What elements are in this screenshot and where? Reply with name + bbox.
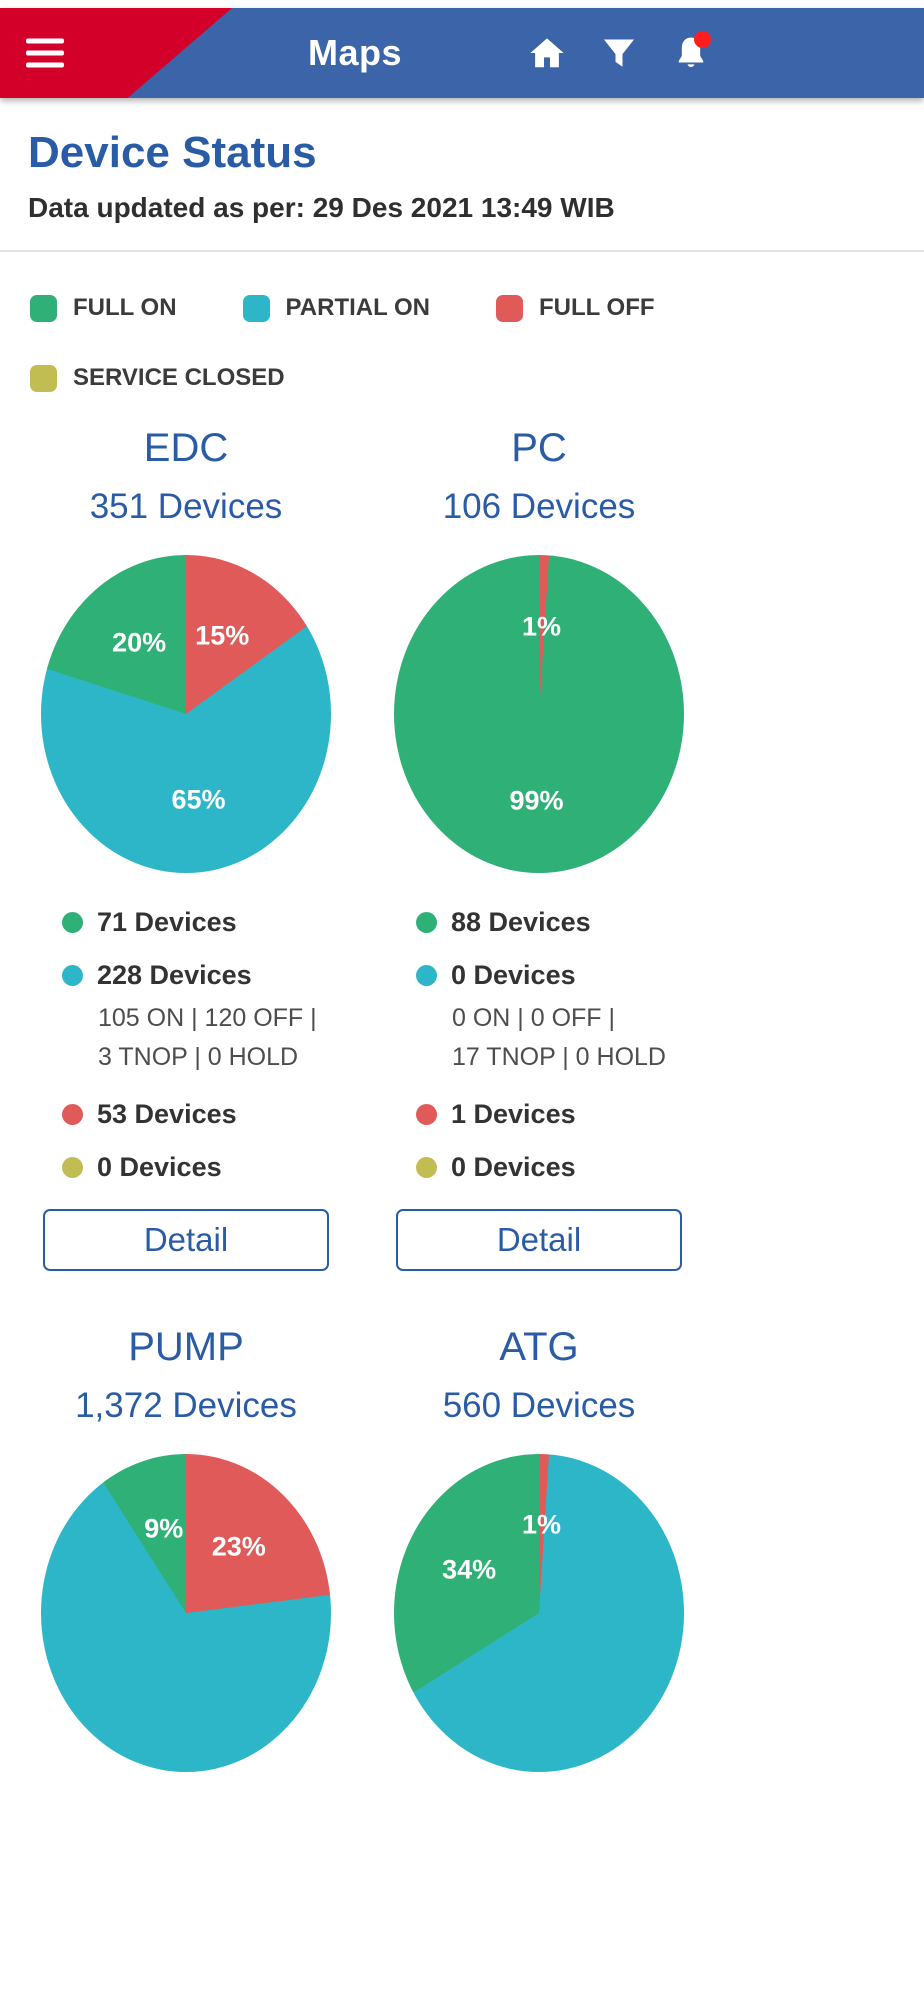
chart-device-count: 351 Devices (89, 487, 283, 526)
pie-chart-pc: 1% 99% (394, 555, 684, 873)
legend-label: SERVICE CLOSED (73, 364, 285, 391)
detail-button-edc[interactable]: Detail (43, 1208, 329, 1271)
page-title: Device Status (28, 128, 317, 177)
partial-on-detail: 105 ON | 120 OFF | 3 TNOP | 0 HOLD (98, 999, 332, 1077)
status-legend: FULL ON PARTIAL ON FULL OFF SERVICE CLOS… (0, 252, 924, 392)
partial-on-count: 228 Devices (97, 960, 252, 990)
partial-on-detail-line2: 3 TNOP | 0 HOLD (98, 1042, 299, 1071)
filter-icon[interactable] (600, 34, 638, 72)
pie-slice-label: 1% (521, 1509, 562, 1540)
partial-on-dot-icon (416, 965, 437, 986)
chart-card-atg: ATG 560 Devices 1% 34% (394, 1297, 684, 1772)
pie-slice-label: 20% (112, 627, 167, 658)
device-breakdown-pc: 88 Devices 0 Devices 0 ON | 0 OFF | 17 T… (394, 907, 684, 1183)
partial-on-dot-icon (62, 965, 83, 986)
page-head: Device Status Data updated as per: 29 De… (0, 98, 924, 224)
app-header: Maps (0, 8, 924, 98)
partial-on-detail-line1: 0 ON | 0 OFF | (452, 1004, 616, 1032)
full-off-swatch-icon (496, 294, 523, 322)
pie-graphic (394, 1453, 684, 1772)
breakdown-row-full-off: 53 Devices (62, 1099, 332, 1130)
breakdown-row-partial-on: 0 Devices (416, 960, 684, 991)
partial-on-swatch-icon (242, 294, 270, 322)
pie-chart-atg: 1% 34% (394, 1453, 684, 1772)
full-on-dot-icon (416, 912, 437, 933)
chart-card-edc: EDC 351 Devices 15% 65% 20% 71 Devices 228… (40, 398, 332, 1271)
full-on-count: 71 Devices (97, 907, 237, 937)
pie-chart-pump: 23% 9% (41, 1453, 331, 1772)
legend-row: FULL ON PARTIAL ON FULL OFF (30, 294, 924, 322)
chart-card-pc: PC 106 Devices 1% 99% 88 Devices 0 Device… (394, 398, 684, 1271)
full-on-swatch-icon (30, 294, 57, 322)
partial-on-detail-line2: 17 TNOP | 0 HOLD (452, 1042, 666, 1071)
breakdown-row-partial-on: 228 Devices (62, 960, 332, 991)
legend-item-service-closed: SERVICE CLOSED (30, 364, 285, 392)
pie-slice-label: 9% (144, 1513, 184, 1544)
page-header-title: Maps (307, 32, 403, 73)
full-on-count: 88 Devices (451, 907, 591, 937)
service-closed-swatch-icon (30, 364, 57, 392)
service-closed-count: 0 Devices (97, 1151, 222, 1182)
legend-item-full-on: FULL ON (30, 294, 177, 322)
full-off-dot-icon (62, 1103, 83, 1125)
service-closed-dot-icon (416, 1156, 437, 1178)
legend-item-partial-on: PARTIAL ON (242, 294, 430, 322)
home-icon[interactable] (528, 34, 566, 72)
pie-graphic (41, 555, 331, 873)
legend-item-full-off: FULL OFF (496, 294, 655, 322)
pie-slice-label: 34% (442, 1554, 497, 1585)
chart-title: PUMP (128, 1324, 244, 1369)
hamburger-menu-icon[interactable] (26, 38, 66, 68)
hamburger-bar (26, 62, 64, 68)
pie-slice-label: 1% (521, 611, 562, 642)
breakdown-row-service-closed: 0 Devices (62, 1152, 332, 1183)
chart-title: PC (511, 426, 567, 470)
breakdown-row-full-on: 71 Devices (62, 907, 332, 938)
pie-graphic (394, 555, 684, 873)
pie-chart-edc: 15% 65% 20% (41, 555, 331, 873)
full-on-dot-icon (62, 912, 83, 933)
legend-row: SERVICE CLOSED (30, 364, 924, 392)
full-off-dot-icon (416, 1103, 437, 1125)
bell-icon[interactable] (672, 31, 711, 72)
partial-on-detail: 0 ON | 0 OFF | 17 TNOP | 0 HOLD (452, 999, 684, 1077)
legend-label: FULL ON (73, 294, 177, 321)
breakdown-row-service-closed: 0 Devices (416, 1152, 684, 1183)
hamburger-bar (26, 38, 64, 44)
updated-timestamp: Data updated as per: 29 Des 2021 13:49 W… (28, 192, 615, 223)
chart-title: ATG (499, 1324, 579, 1369)
detail-button-pc[interactable]: Detail (396, 1208, 682, 1271)
service-closed-count: 0 Devices (451, 1151, 576, 1182)
legend-label: PARTIAL ON (285, 294, 430, 321)
full-off-count: 53 Devices (97, 1098, 237, 1129)
partial-on-count: 0 Devices (451, 960, 576, 990)
pie-graphic (41, 1453, 331, 1772)
partial-on-detail-line1: 105 ON | 120 OFF | (98, 1004, 317, 1032)
header-actions (528, 8, 711, 98)
service-closed-dot-icon (62, 1156, 83, 1178)
chart-device-count: 106 Devices (442, 487, 636, 526)
legend-label: FULL OFF (539, 294, 655, 321)
device-charts-grid: EDC 351 Devices 15% 65% 20% 71 Devices 228… (0, 398, 924, 1772)
breakdown-row-full-on: 88 Devices (416, 907, 684, 938)
device-breakdown-edc: 71 Devices 228 Devices 105 ON | 120 OFF … (40, 907, 332, 1183)
breakdown-row-full-off: 1 Devices (416, 1099, 684, 1130)
chart-title: EDC (143, 426, 229, 470)
full-off-count: 1 Devices (451, 1098, 576, 1129)
chart-device-count: 1,372 Devices (75, 1385, 297, 1425)
notification-dot (694, 31, 711, 48)
hamburger-bar (26, 50, 64, 56)
section-divider (0, 250, 924, 252)
pie-slice-label: 65% (171, 784, 226, 815)
chart-device-count: 560 Devices (442, 1385, 636, 1425)
pie-slice-label: 99% (509, 785, 564, 816)
chart-card-pump: PUMP 1,372 Devices 23% 9% (40, 1297, 332, 1772)
pie-slice-label: 23% (211, 1531, 266, 1562)
pie-slice-label: 15% (195, 620, 250, 651)
